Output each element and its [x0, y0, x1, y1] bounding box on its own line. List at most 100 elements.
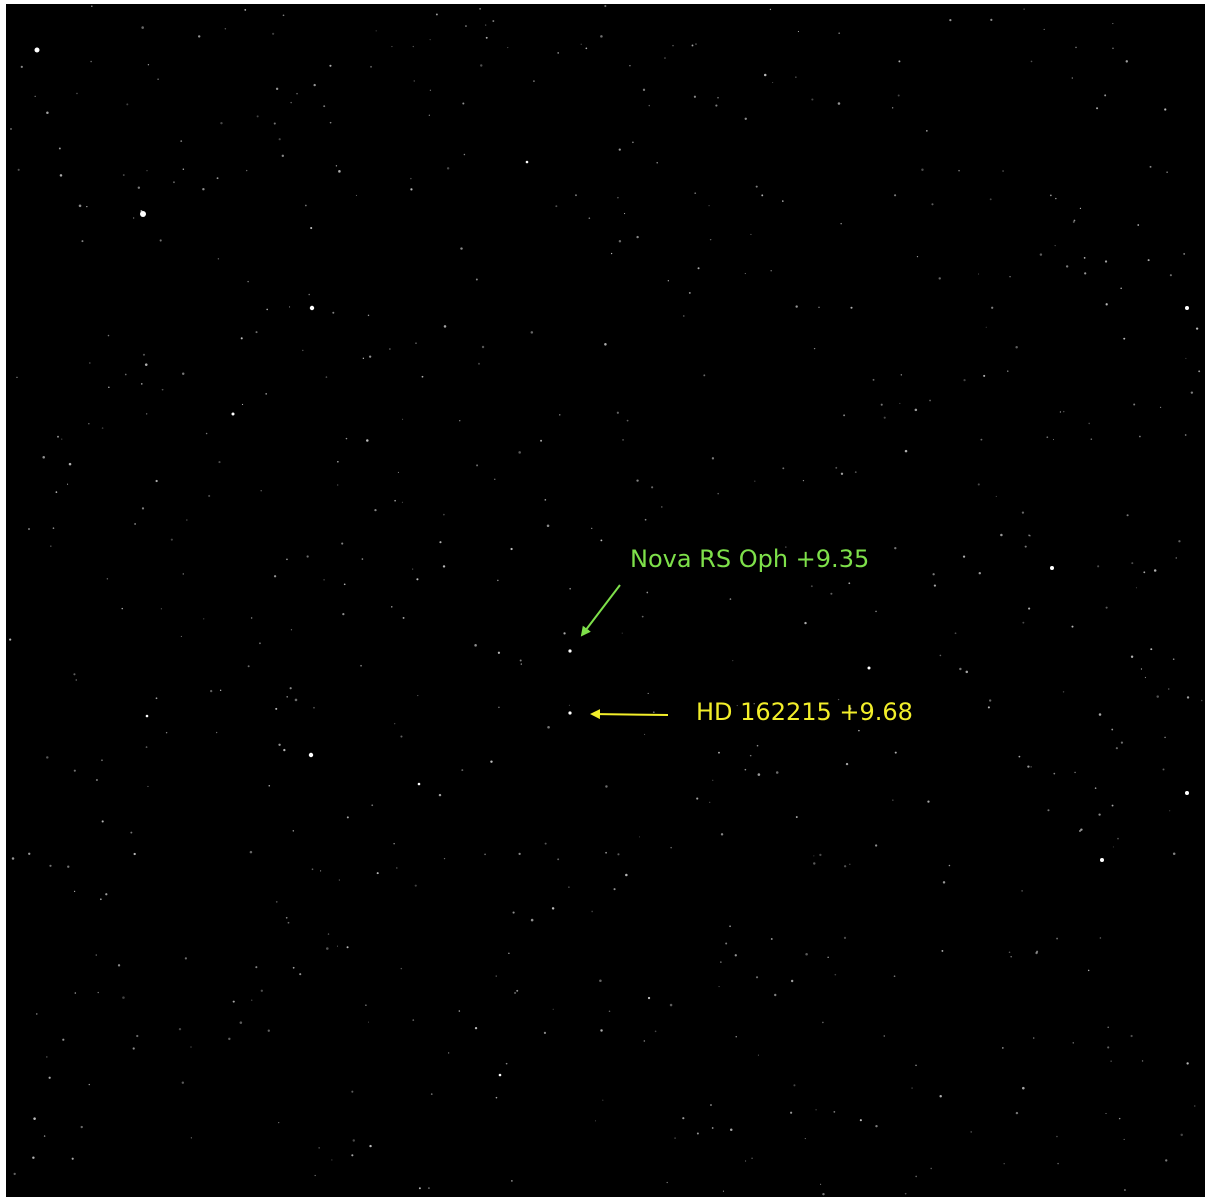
star	[901, 374, 902, 375]
star	[1100, 937, 1102, 939]
star	[649, 105, 650, 106]
star	[208, 495, 210, 497]
star	[142, 507, 144, 509]
star	[202, 188, 204, 190]
star	[1107, 1026, 1109, 1028]
star	[1124, 1139, 1125, 1140]
star	[98, 992, 99, 993]
star	[591, 528, 592, 529]
star	[531, 331, 534, 334]
star	[645, 519, 647, 521]
star	[293, 830, 294, 831]
sky-background	[6, 4, 1205, 1197]
star	[1091, 438, 1093, 440]
star	[393, 843, 394, 844]
star	[1096, 107, 1098, 109]
star	[218, 258, 219, 259]
star	[428, 1187, 430, 1189]
star	[146, 170, 147, 171]
star	[1191, 391, 1193, 393]
star	[873, 379, 875, 381]
star	[141, 26, 144, 29]
star	[265, 393, 267, 395]
star	[276, 88, 278, 90]
star	[166, 732, 167, 733]
star	[712, 457, 714, 459]
star	[370, 66, 372, 68]
star	[710, 239, 711, 240]
star	[636, 479, 638, 481]
star	[418, 783, 421, 786]
star	[835, 467, 837, 469]
star	[989, 699, 991, 701]
star	[497, 580, 499, 582]
star	[1098, 813, 1100, 815]
star	[600, 539, 602, 541]
star	[929, 400, 931, 402]
star	[1185, 358, 1186, 359]
star	[1126, 60, 1128, 62]
star	[934, 584, 936, 586]
star	[251, 617, 252, 618]
star	[1009, 276, 1010, 277]
star	[391, 606, 392, 607]
star	[59, 147, 61, 149]
star	[667, 1182, 668, 1183]
star	[526, 161, 529, 164]
star	[921, 169, 923, 171]
star	[585, 47, 587, 49]
star	[394, 723, 395, 724]
star	[255, 966, 257, 968]
star	[100, 898, 102, 900]
star	[1136, 587, 1137, 588]
star	[414, 80, 415, 81]
star	[655, 1031, 657, 1033]
star	[1028, 608, 1030, 610]
star	[941, 950, 943, 952]
star	[563, 632, 565, 634]
star	[750, 755, 752, 757]
star	[32, 1156, 34, 1158]
star	[79, 204, 82, 207]
star	[932, 573, 934, 575]
star	[299, 973, 301, 975]
star	[44, 1135, 45, 1136]
star	[514, 992, 516, 994]
star	[185, 957, 187, 959]
star	[1133, 403, 1135, 405]
star	[1019, 756, 1021, 758]
star	[911, 1088, 912, 1089]
star	[331, 1159, 332, 1160]
star	[966, 671, 969, 674]
star	[1170, 274, 1172, 276]
star	[940, 655, 942, 657]
star	[1178, 540, 1180, 542]
star	[790, 1112, 792, 1114]
star	[732, 660, 733, 661]
star	[366, 439, 369, 442]
star	[1154, 569, 1157, 572]
star	[1002, 170, 1004, 172]
star	[1176, 557, 1177, 558]
star	[1084, 257, 1086, 259]
star	[1095, 787, 1097, 789]
star	[480, 64, 482, 66]
star	[545, 843, 547, 845]
star	[374, 509, 376, 511]
star	[182, 373, 184, 375]
star	[369, 356, 371, 358]
star	[101, 759, 103, 761]
star	[805, 953, 808, 956]
star	[898, 94, 900, 96]
star	[86, 206, 87, 207]
star	[220, 122, 222, 124]
star	[122, 996, 125, 999]
star	[290, 687, 292, 689]
nova-label: Nova RS Oph +9.35	[630, 545, 869, 573]
star	[351, 1154, 353, 1156]
star	[1131, 656, 1133, 658]
star	[389, 348, 390, 349]
star	[274, 575, 276, 577]
star	[894, 547, 896, 549]
star	[970, 1131, 972, 1133]
